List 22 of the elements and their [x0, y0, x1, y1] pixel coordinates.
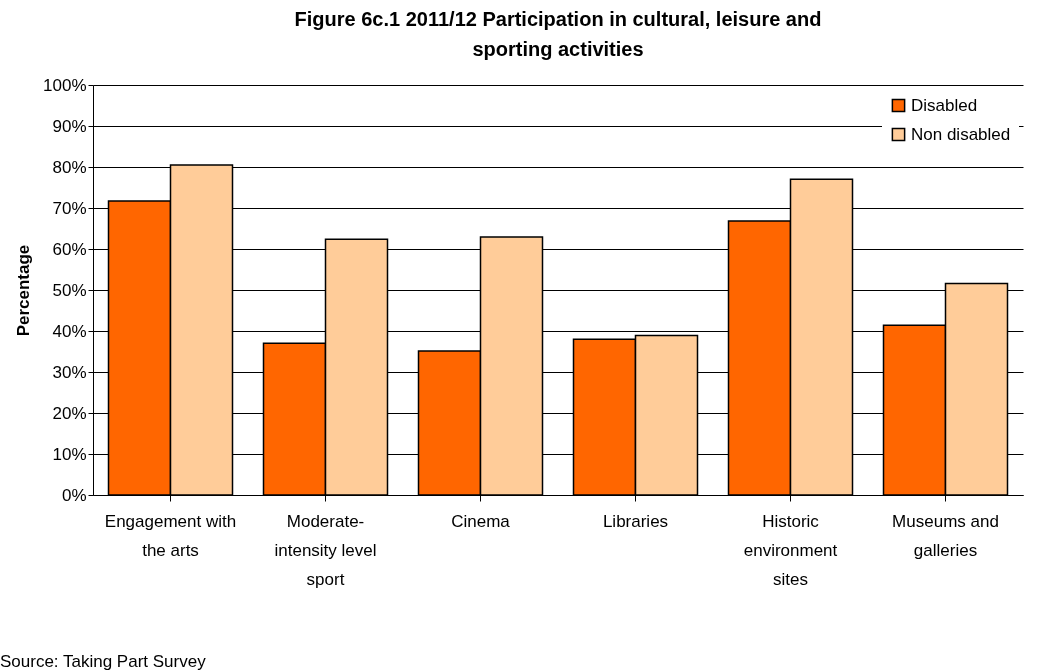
y-tick-label: 90% [52, 116, 87, 136]
y-tick-label: 80% [52, 157, 87, 177]
legend-label: Disabled [911, 95, 978, 115]
y-tick-label: 50% [52, 280, 87, 300]
y-tick-label: 30% [52, 362, 87, 382]
y-axis-title: Percentage [14, 244, 34, 337]
y-tick-label: 10% [52, 444, 87, 464]
x-tick-label: Libraries [602, 511, 669, 531]
chart-title: Figure 6c.1 2011/12 Participation in cultural, leisure and sporting activities [294, 8, 822, 60]
x-tick-label: Engagement with the arts [104, 511, 237, 560]
y-tick-label: 60% [52, 239, 87, 259]
y-tick-label: 40% [52, 321, 87, 341]
legend-label: Non disabled [911, 124, 1011, 144]
source-note: Source: Taking Part Survey [0, 652, 206, 672]
x-tick-label: Museums and galleries [892, 511, 999, 560]
x-tick-label: Cinema [451, 511, 511, 531]
y-tick-label: 70% [52, 198, 87, 218]
y-tick-label: 0% [61, 485, 87, 505]
y-tick-label: 100% [43, 75, 87, 95]
x-tick-label: Moderate-intensity level sport [274, 511, 377, 589]
y-tick-label: 20% [52, 403, 87, 423]
x-tick-label: Historic environment sites [743, 511, 838, 589]
